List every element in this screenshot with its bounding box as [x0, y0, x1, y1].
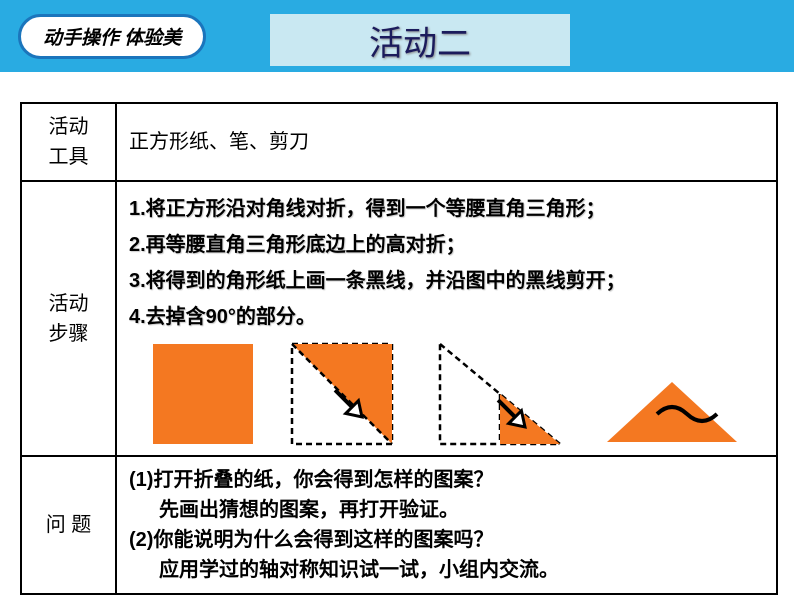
- question-label: 问 题: [21, 456, 116, 594]
- table-row: 活动步骤 1.将正方形沿对角线对折，得到一个等腰直角三角形； 2.再等腰直角三角…: [21, 181, 777, 456]
- step-text: 2.再等腰直角三角形底边上的高对折；: [129, 230, 764, 260]
- step-text: 1.将正方形沿对角线对折，得到一个等腰直角三角形；: [129, 194, 764, 224]
- question-content: (1)打开折叠的纸，你会得到怎样的图案？ 先画出猜想的图案，再打开验证。 (2)…: [116, 456, 777, 594]
- diagram-fold2-icon: [438, 342, 568, 447]
- question-text: 应用学过的轴对称知识试一试，小组内交流。: [129, 555, 764, 585]
- question-text: (2)你能说明为什么会得到这样的图案吗？: [129, 525, 764, 555]
- header-pill: 动手操作 体验美: [18, 14, 206, 59]
- step-text: 3.将得到的角形纸上画一条黑线，并沿图中的黑线剪开；: [129, 266, 764, 296]
- diagram-result-icon: [602, 372, 742, 447]
- steps-content: 1.将正方形沿对角线对折，得到一个等腰直角三角形； 2.再等腰直角三角形底边上的…: [116, 181, 777, 456]
- diagram-fold1-icon: [290, 342, 405, 447]
- steps-label: 活动步骤: [21, 181, 116, 456]
- table-row: 活动工具 正方形纸、笔、剪刀: [21, 103, 777, 181]
- diagram-square-icon: [151, 342, 256, 447]
- tools-content: 正方形纸、笔、剪刀: [116, 103, 777, 181]
- question-text: (1)打开折叠的纸，你会得到怎样的图案？: [129, 465, 764, 495]
- activity-table: 活动工具 正方形纸、笔、剪刀 活动步骤 1.将正方形沿对角线对折，得到一个等腰直…: [20, 102, 778, 595]
- table-row: 问 题 (1)打开折叠的纸，你会得到怎样的图案？ 先画出猜想的图案，再打开验证。…: [21, 456, 777, 594]
- tools-label: 活动工具: [21, 103, 116, 181]
- activity-title: 活动二: [270, 14, 570, 66]
- question-text: 先画出猜想的图案，再打开验证。: [129, 495, 764, 525]
- step-text: 4.去掉含90°的部分。: [129, 302, 764, 332]
- fold-diagrams: [129, 342, 764, 447]
- header-bar: 动手操作 体验美 活动二: [0, 0, 794, 72]
